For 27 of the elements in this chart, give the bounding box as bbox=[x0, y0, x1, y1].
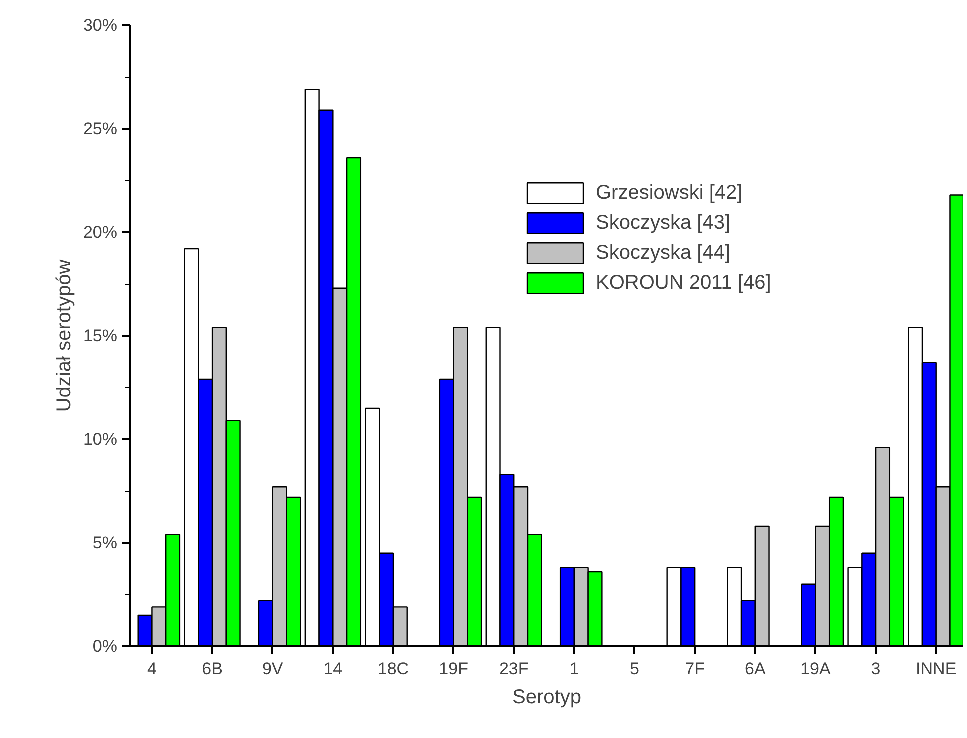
x-tick-label: 23F bbox=[499, 660, 529, 678]
legend-label: Grzesiowski [42] bbox=[596, 182, 743, 204]
x-tick-label: 14 bbox=[324, 660, 343, 678]
x-tick-label: 9V bbox=[262, 660, 284, 678]
x-tick-label: 19A bbox=[800, 660, 832, 678]
x-tick-label: 1 bbox=[570, 660, 580, 678]
x-tick-label: 6B bbox=[202, 660, 223, 678]
legend-label: Skoczyska [44] bbox=[596, 242, 731, 264]
x-tick-label: 4 bbox=[147, 660, 157, 678]
y-tick-label: 20% bbox=[83, 223, 118, 242]
y-tick-label: 25% bbox=[83, 120, 118, 138]
legend-label: Skoczyska [43] bbox=[596, 212, 731, 234]
y-tick-label: 15% bbox=[83, 326, 118, 346]
x-tick-label: 18C bbox=[378, 660, 410, 678]
y-tick-label: 5% bbox=[92, 534, 118, 552]
x-tick-label: 7F bbox=[685, 660, 706, 678]
y-axis-title: Udział serotypów bbox=[53, 259, 76, 412]
x-tick-label: 6A bbox=[745, 660, 766, 678]
x-axis-title: Serotyp bbox=[512, 686, 582, 708]
x-tick-label: 3 bbox=[871, 660, 881, 678]
x-tick-label: 19F bbox=[439, 660, 468, 678]
legend-label: KOROUN 2011 [46] bbox=[596, 272, 772, 294]
y-tick-label: 10% bbox=[83, 430, 118, 449]
x-tick-label: 5 bbox=[630, 660, 640, 678]
y-tick-label: 0% bbox=[92, 637, 118, 656]
x-tick-label: INNE bbox=[916, 660, 957, 678]
y-tick-label: 30% bbox=[83, 16, 118, 35]
